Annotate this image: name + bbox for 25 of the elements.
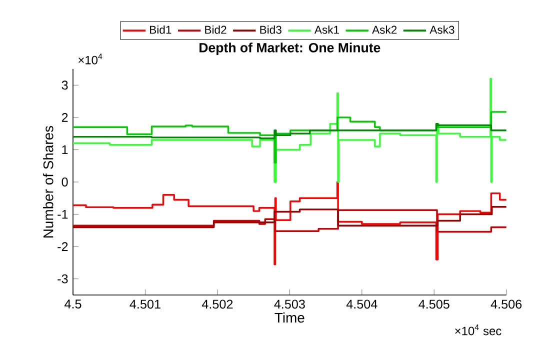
x-tick-label: 4.506 (490, 300, 522, 309)
chart-title: Depth of Market: One Minute (200, 42, 380, 56)
text: ×10$^{4}$ sec (455, 324, 502, 336)
y-axis-title: Number of Shares (43, 126, 54, 238)
x-tick-label: 4.502 (202, 300, 233, 309)
text: ×10$^{4}$ (78, 54, 102, 64)
legend-label: Ask2 (372, 25, 397, 34)
legend-label: Ask3 (430, 25, 454, 34)
x-tick-label: 4.501 (130, 300, 160, 309)
legend-label: Bid2 (205, 25, 226, 34)
y-tick-label: 0 (62, 178, 68, 186)
legend-label: Bid1 (150, 25, 172, 34)
y-tick-label: 1 (62, 145, 68, 154)
x-tick-label: 4.5 (64, 300, 82, 308)
y-tick-label: -3 (58, 274, 68, 284)
legend-label: Ask1 (314, 25, 339, 34)
x-axis-title: Time (274, 312, 304, 323)
x-tick-label: 4.503 (274, 300, 305, 309)
x-tick-label: 4.505 (418, 300, 450, 309)
x-tick-label: 4.504 (346, 300, 378, 309)
y-tick-label: 3 (62, 80, 68, 90)
y-tick-label: -2 (58, 242, 68, 251)
y-tick-label: 2 (62, 113, 68, 122)
y-tick-label: -1 (58, 210, 68, 219)
legend-label: Bid3 (260, 25, 282, 34)
